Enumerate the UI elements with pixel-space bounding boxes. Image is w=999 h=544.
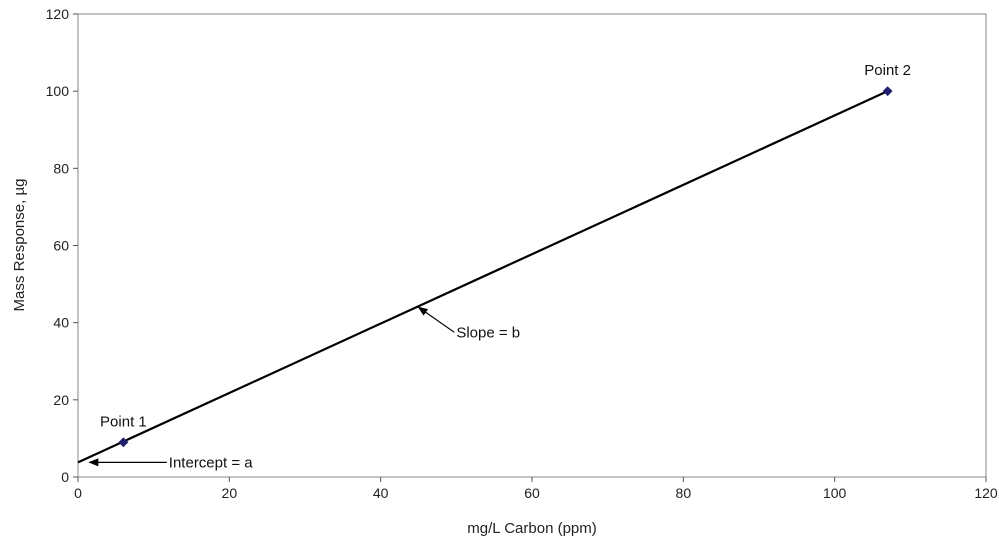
y-tick-label: 60 — [53, 238, 69, 254]
y-tick-label: 20 — [53, 392, 69, 408]
y-tick-label: 120 — [46, 6, 70, 22]
x-tick-label: 0 — [74, 485, 82, 501]
y-tick-label: 80 — [53, 160, 69, 176]
series-layer: Point 1 Point 2 — [77, 62, 911, 464]
plot-area — [77, 13, 987, 478]
y-tick-label: 0 — [61, 469, 69, 485]
slope-annotation-arrow — [417, 306, 455, 333]
intercept-annotation-label: Intercept = a — [169, 454, 253, 471]
x-axis-ticks: 0 20 40 60 80 100 120 — [74, 477, 998, 501]
point-2-label: Point 2 — [864, 62, 911, 79]
y-axis-label: Mass Response, µg — [11, 179, 28, 312]
x-axis-label: mg/L Carbon (ppm) — [467, 520, 597, 537]
point-2-marker — [882, 86, 893, 97]
slope-annotation-label: Slope = b — [456, 324, 520, 341]
x-tick-label: 60 — [524, 485, 540, 501]
annotations-layer: Slope = b Intercept = a — [88, 306, 520, 471]
x-tick-label: 40 — [373, 485, 389, 501]
x-tick-label: 20 — [222, 485, 238, 501]
calibration-line — [77, 90, 889, 464]
y-tick-label: 100 — [46, 83, 70, 99]
y-axis-ticks: 0 20 40 60 80 100 120 — [46, 6, 78, 485]
x-tick-label: 100 — [823, 485, 847, 501]
x-tick-label: 80 — [676, 485, 692, 501]
point-1-label: Point 1 — [100, 413, 147, 430]
y-tick-label: 40 — [53, 315, 69, 331]
x-tick-label: 120 — [974, 485, 998, 501]
